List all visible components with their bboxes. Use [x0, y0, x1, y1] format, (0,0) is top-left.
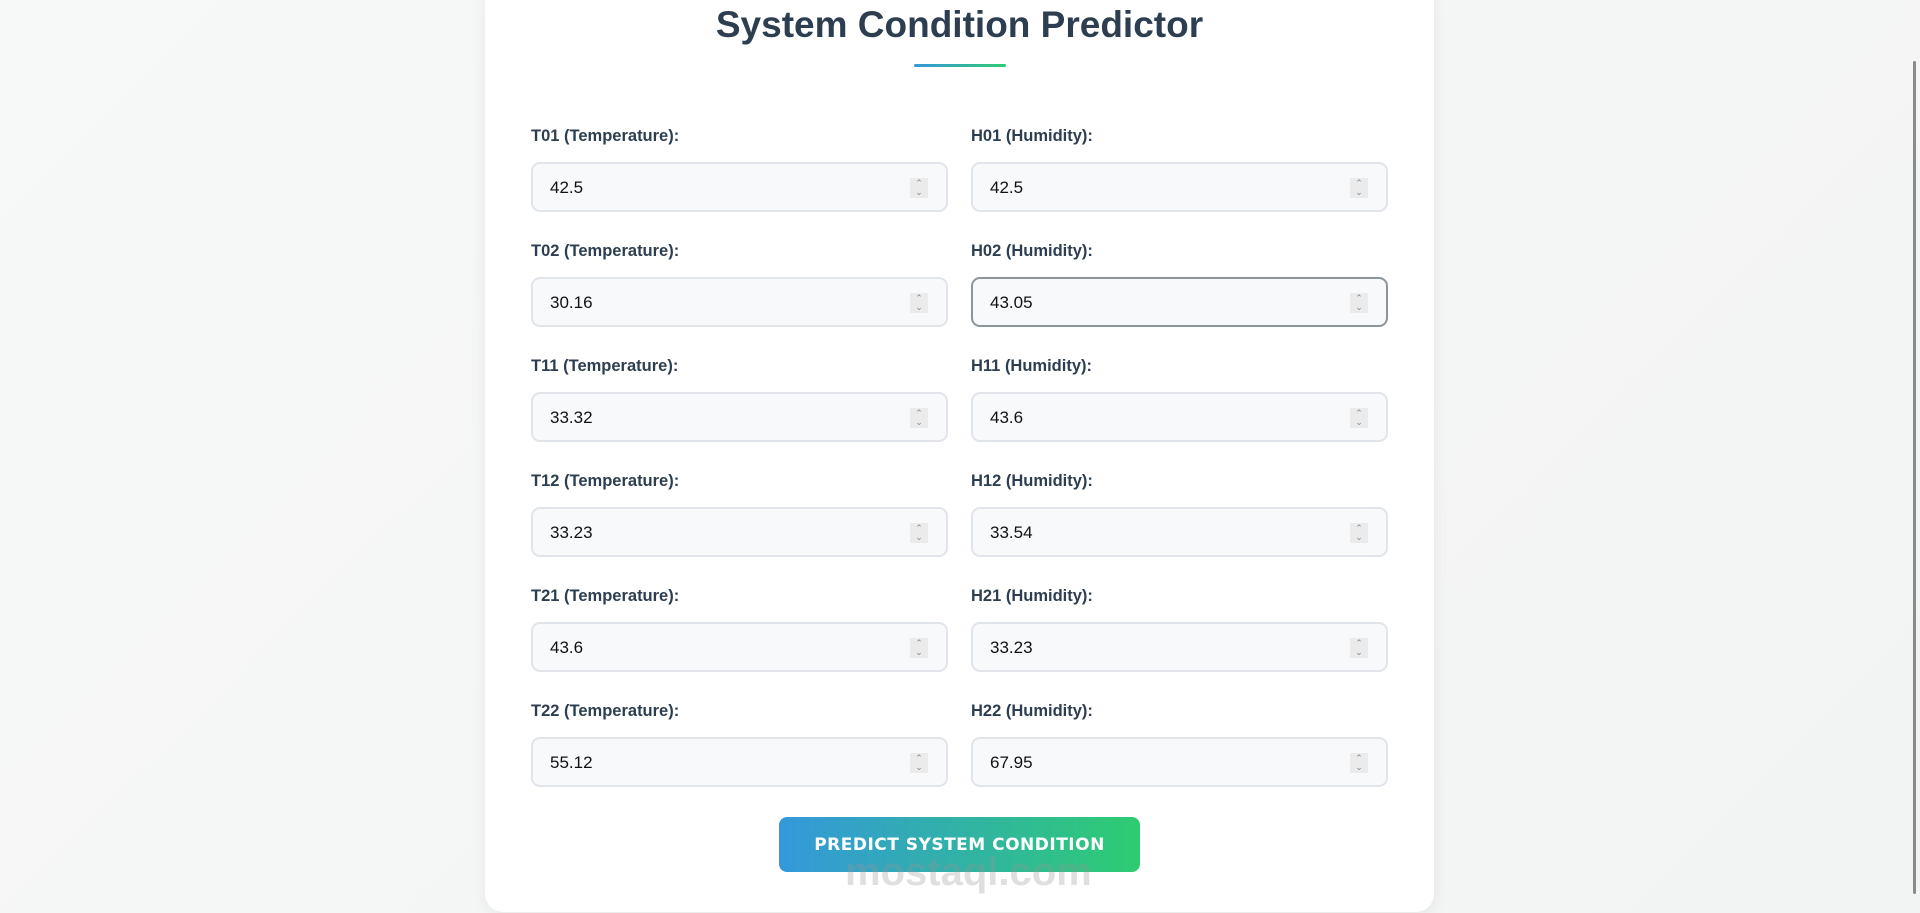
- number-input[interactable]: 30.16 ⌃ ⌄: [531, 277, 948, 327]
- field-h11: H11 (Humidity): 43.6 ⌃ ⌄: [971, 357, 1388, 442]
- number-input[interactable]: 43.6 ⌃ ⌄: [971, 392, 1388, 442]
- scrollbar[interactable]: [1913, 61, 1916, 894]
- field-t11: T11 (Temperature): 33.32 ⌃ ⌄: [531, 357, 948, 442]
- number-input[interactable]: 43.05 ⌃ ⌄: [971, 277, 1388, 327]
- spinner-icon[interactable]: ⌃ ⌄: [910, 638, 928, 658]
- number-input[interactable]: 33.23 ⌃ ⌄: [971, 622, 1388, 672]
- field-t01: T01 (Temperature): 42.5 ⌃ ⌄: [531, 127, 948, 212]
- field-label: T12 (Temperature):: [531, 472, 680, 490]
- number-input[interactable]: 33.23 ⌃ ⌄: [531, 507, 948, 557]
- field-label: H01 (Humidity):: [971, 127, 1093, 145]
- input-value: 30.16: [550, 293, 593, 312]
- field-label: H12 (Humidity):: [971, 472, 1093, 490]
- input-value: 33.32: [550, 408, 593, 427]
- spinner-icon[interactable]: ⌃ ⌄: [1350, 753, 1368, 773]
- field-t21: T21 (Temperature): 43.6 ⌃ ⌄: [531, 587, 948, 672]
- field-label: T22 (Temperature):: [531, 702, 680, 720]
- number-input[interactable]: 43.6 ⌃ ⌄: [531, 622, 948, 672]
- field-label: T01 (Temperature):: [531, 127, 680, 145]
- number-input[interactable]: 67.95 ⌃ ⌄: [971, 737, 1388, 787]
- field-h22: H22 (Humidity): 67.95 ⌃ ⌄: [971, 702, 1388, 787]
- input-value: 33.54: [990, 523, 1033, 542]
- number-input[interactable]: 55.12 ⌃ ⌄: [531, 737, 948, 787]
- number-input[interactable]: 42.5 ⌃ ⌄: [971, 162, 1388, 212]
- field-label: H22 (Humidity):: [971, 702, 1093, 720]
- number-input[interactable]: 42.5 ⌃ ⌄: [531, 162, 948, 212]
- predict-button[interactable]: PREDICT SYSTEM CONDITION: [779, 817, 1140, 872]
- input-value: 43.6: [990, 408, 1024, 427]
- field-label: T21 (Temperature):: [531, 587, 680, 605]
- input-value: 55.12: [550, 753, 593, 772]
- field-t22: T22 (Temperature): 55.12 ⌃ ⌄: [531, 702, 948, 787]
- field-label: H11 (Humidity):: [971, 357, 1093, 375]
- input-value: 33.23: [990, 638, 1033, 657]
- field-t12: T12 (Temperature): 33.23 ⌃ ⌄: [531, 472, 948, 557]
- number-input[interactable]: 33.54 ⌃ ⌄: [971, 507, 1388, 557]
- field-label: H21 (Humidity):: [971, 587, 1093, 605]
- spinner-icon[interactable]: ⌃ ⌄: [910, 408, 928, 428]
- input-value: 42.5: [990, 178, 1024, 197]
- spinner-icon[interactable]: ⌃ ⌄: [1350, 638, 1368, 658]
- predictor-card: System Condition Predictor T01 (Temperat…: [485, 0, 1434, 912]
- field-h02: H02 (Humidity): 43.05 ⌃ ⌄: [971, 242, 1388, 327]
- field-h12: H12 (Humidity): 33.54 ⌃ ⌄: [971, 472, 1388, 557]
- page-title: System Condition Predictor: [715, 4, 1204, 45]
- input-value: 42.5: [550, 178, 584, 197]
- number-input[interactable]: 33.32 ⌃ ⌄: [531, 392, 948, 442]
- field-h21: H21 (Humidity): 33.23 ⌃ ⌄: [971, 587, 1388, 672]
- spinner-icon[interactable]: ⌃ ⌄: [910, 293, 928, 313]
- spinner-icon[interactable]: ⌃ ⌄: [1350, 523, 1368, 543]
- spinner-icon[interactable]: ⌃ ⌄: [910, 523, 928, 543]
- field-label: H02 (Humidity):: [971, 242, 1093, 260]
- input-value: 43.6: [550, 638, 584, 657]
- title-underline: [914, 64, 1006, 67]
- field-label: T11 (Temperature):: [531, 357, 679, 375]
- spinner-icon[interactable]: ⌃ ⌄: [910, 178, 928, 198]
- field-t02: T02 (Temperature): 30.16 ⌃ ⌄: [531, 242, 948, 327]
- input-value: 43.05: [990, 293, 1033, 312]
- input-value: 67.95: [990, 753, 1033, 772]
- spinner-icon[interactable]: ⌃ ⌄: [910, 753, 928, 773]
- spinner-icon[interactable]: ⌃ ⌄: [1350, 293, 1368, 313]
- spinner-icon[interactable]: ⌃ ⌄: [1350, 178, 1368, 198]
- input-value: 33.23: [550, 523, 593, 542]
- spinner-icon[interactable]: ⌃ ⌄: [1350, 408, 1368, 428]
- field-h01: H01 (Humidity): 42.5 ⌃ ⌄: [971, 127, 1388, 212]
- field-label: T02 (Temperature):: [531, 242, 680, 260]
